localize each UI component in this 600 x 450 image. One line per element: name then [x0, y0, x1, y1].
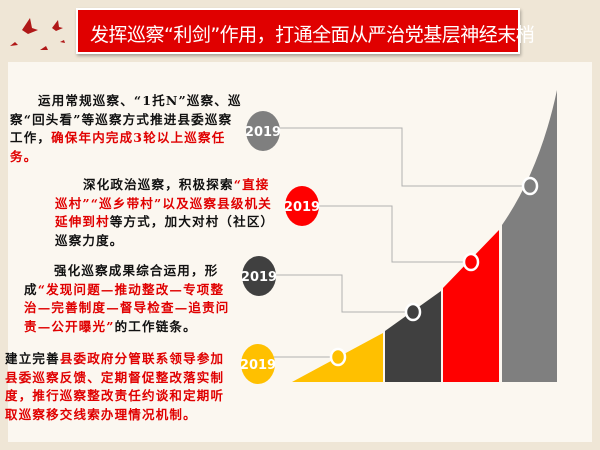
year-label: 2019: [240, 358, 276, 373]
text-block-2: 深化政治巡察，积极探索“直接巡村”“巡乡带村”以及巡察县级机关延伸到村等方式，加…: [55, 176, 281, 250]
year-label: 2019: [241, 270, 277, 285]
connector-line-3: [276, 274, 413, 313]
text-segment: 深化政治巡察，积极探索: [83, 177, 234, 192]
marker-dot-yellow: [329, 347, 347, 367]
text-block-3: 强化巡察成果综合运用，形成“发现问题—推动整改—专项整治—完善制度—督导检查—追…: [24, 262, 230, 336]
year-label: 2019: [245, 125, 281, 140]
year-badge-3: 2019: [241, 256, 277, 296]
bar-gray: [502, 90, 557, 382]
marker-dot-dark: [404, 302, 422, 322]
page-title: 发挥巡察“利剑”作用，打通全面从严治党基层神经末梢: [90, 24, 535, 46]
text-block-4: 建立完善县委政府分管联系领导参加县委巡察反馈、定期督促整改落实制度，推行巡察整改…: [5, 350, 237, 424]
marker-dot-red: [462, 252, 480, 272]
year-badge-4: 2019: [240, 344, 276, 384]
text-segment-highlight: 县委政府分管联系领导参加县委巡察反馈、定期督促整改落实制度，推行巡察整改责任约谈…: [5, 351, 225, 422]
bar-dark: [385, 291, 441, 382]
text-segment: 运用常规巡察、“1托N”巡察、巡察“回头看”等巡察方式推进县委巡察工作，: [10, 93, 242, 145]
year-label: 2019: [284, 200, 320, 215]
bar-red: [443, 230, 499, 382]
text-segment: 等方式，加大对村（社区）巡察力度。: [55, 214, 275, 248]
text-segment-highlight: “发现问题—推动整改—专项整治—完善制度—督导检查—追责问责—公开曝光”: [24, 281, 230, 334]
text-segment-highlight: “直接巡村”“巡乡带村”以及巡察县级机关延伸到村: [55, 177, 272, 229]
year-badge-2: 2019: [284, 186, 320, 226]
connector-line-2: [318, 205, 471, 263]
year-badge-1: 2019: [245, 111, 281, 151]
text-segment: 强化巡察成果综合运用，形成: [24, 263, 219, 297]
connector-line-1: [280, 127, 530, 187]
text-block-1: 运用常规巡察、“1托N”巡察、巡察“回头看”等巡察方式推进县委巡察工作，确保年内…: [10, 92, 242, 166]
text-segment: 的工作链条。: [114, 318, 197, 334]
text-segment: 建立完善: [5, 351, 60, 366]
title-bar: 发挥巡察“利剑”作用，打通全面从严治党基层神经末梢: [76, 8, 535, 54]
text-segment-highlight: 确保年内完成3轮以上巡察任务。: [10, 130, 226, 164]
marker-dot-gray: [521, 176, 539, 196]
